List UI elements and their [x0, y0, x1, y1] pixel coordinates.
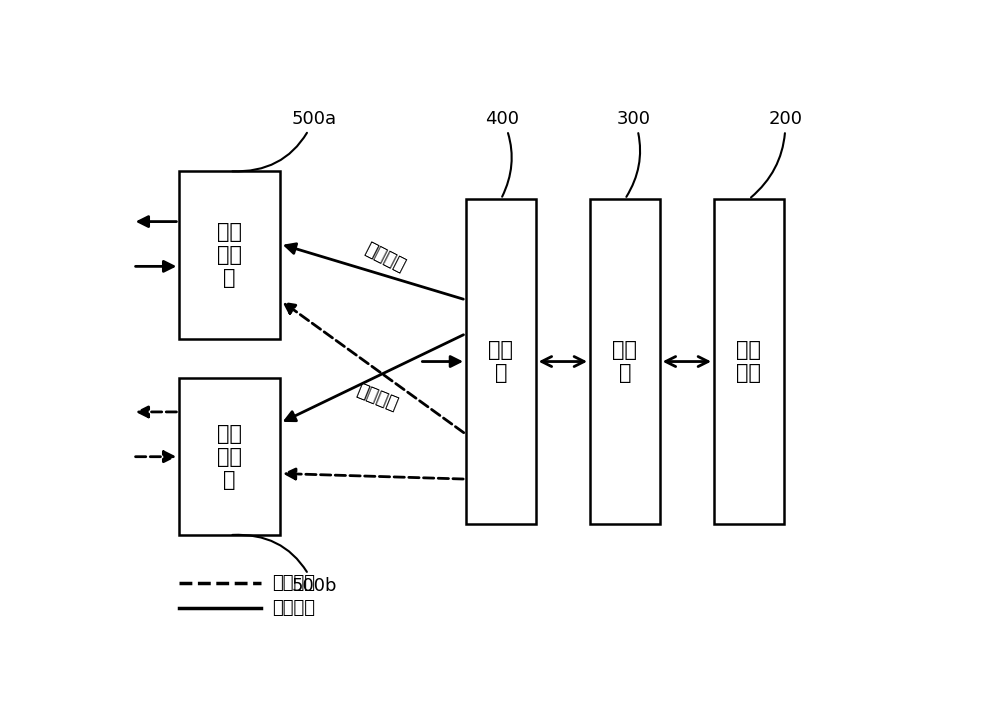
- Text: 主控
盘: 主控 盘: [488, 340, 513, 383]
- Text: 主用
仿真
盘: 主用 仿真 盘: [217, 222, 242, 289]
- Text: 主用路径: 主用路径: [361, 240, 408, 276]
- Text: 500b: 500b: [232, 535, 337, 595]
- Bar: [714, 199, 784, 524]
- Text: 备用路径: 备用路径: [272, 574, 315, 592]
- Bar: [179, 378, 280, 535]
- Text: 备用路径: 备用路径: [354, 382, 400, 414]
- Text: 300: 300: [617, 110, 651, 197]
- Text: 200: 200: [751, 110, 802, 198]
- Bar: [466, 199, 536, 524]
- Text: 交叉
盘: 交叉 盘: [612, 340, 637, 383]
- Text: 主用路径: 主用路径: [272, 599, 315, 616]
- Bar: [590, 199, 660, 524]
- Text: 500a: 500a: [232, 110, 337, 172]
- Text: 备用
仿真
盘: 备用 仿真 盘: [217, 424, 242, 490]
- Bar: [179, 171, 280, 339]
- Text: 以太
网盘: 以太 网盘: [736, 340, 761, 383]
- Text: 400: 400: [485, 110, 519, 197]
